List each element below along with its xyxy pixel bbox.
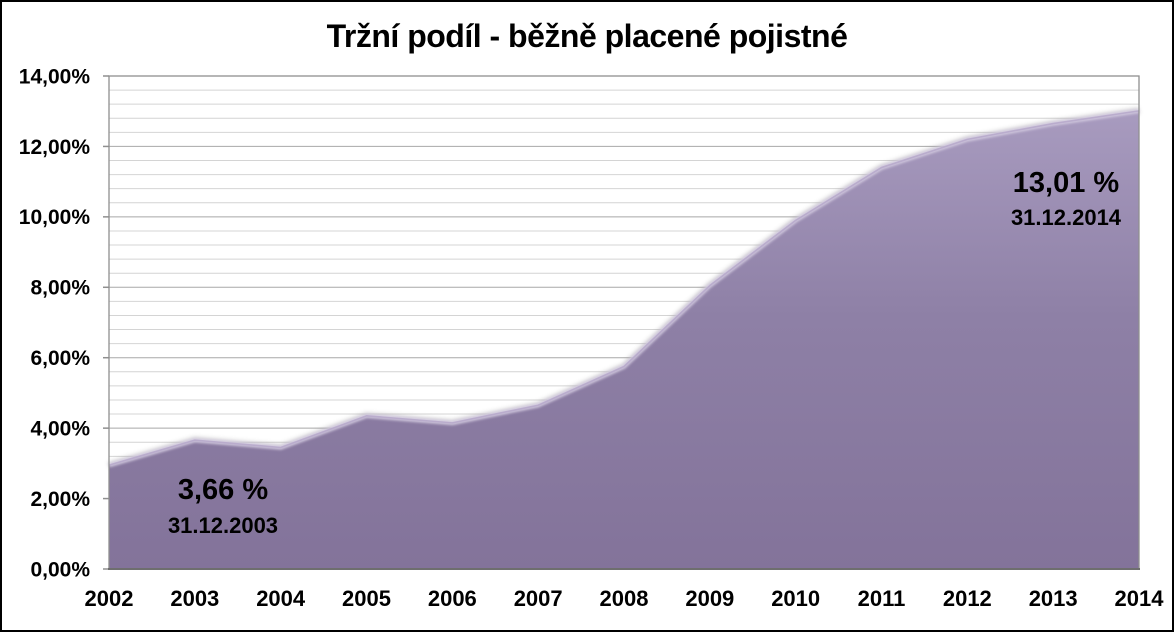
x-axis-label: 2009 <box>685 586 734 611</box>
x-axis-label: 2007 <box>514 586 563 611</box>
y-axis-label: 4,00% <box>30 417 90 440</box>
x-axis-label: 2010 <box>771 586 820 611</box>
x-axis-label: 2008 <box>600 586 649 611</box>
x-axis-label: 2013 <box>1029 586 1078 611</box>
y-axis-label: 6,00% <box>30 347 90 370</box>
y-axis-label: 0,00% <box>30 558 90 581</box>
area-series <box>109 110 1139 569</box>
x-axis-label: 2005 <box>342 586 391 611</box>
y-axis-label: 2,00% <box>30 488 90 511</box>
annotation-date: 31.12.2014 <box>1011 205 1122 230</box>
x-axis-label: 2004 <box>256 586 306 611</box>
x-axis-label: 2002 <box>85 586 134 611</box>
x-axis-label: 2012 <box>943 586 992 611</box>
area-edge-line <box>108 110 1140 466</box>
x-axis-label: 2003 <box>170 586 219 611</box>
annotation-date: 31.12.2003 <box>168 513 278 538</box>
x-axis-label: 2011 <box>858 586 906 611</box>
x-axis-label: 2006 <box>428 586 477 611</box>
annotation-value: 13,01 % <box>1013 167 1120 199</box>
chart-title: Tržní podíl - běžně placené pojistné <box>326 18 848 54</box>
y-axis-label: 10,00% <box>19 206 91 229</box>
y-axis-label: 14,00% <box>19 65 91 88</box>
annotation-value: 3,66 % <box>178 474 268 506</box>
y-axis-label: 8,00% <box>30 277 90 300</box>
y-axis-label: 12,00% <box>19 136 91 159</box>
x-axis-label: 2014 <box>1115 586 1165 611</box>
